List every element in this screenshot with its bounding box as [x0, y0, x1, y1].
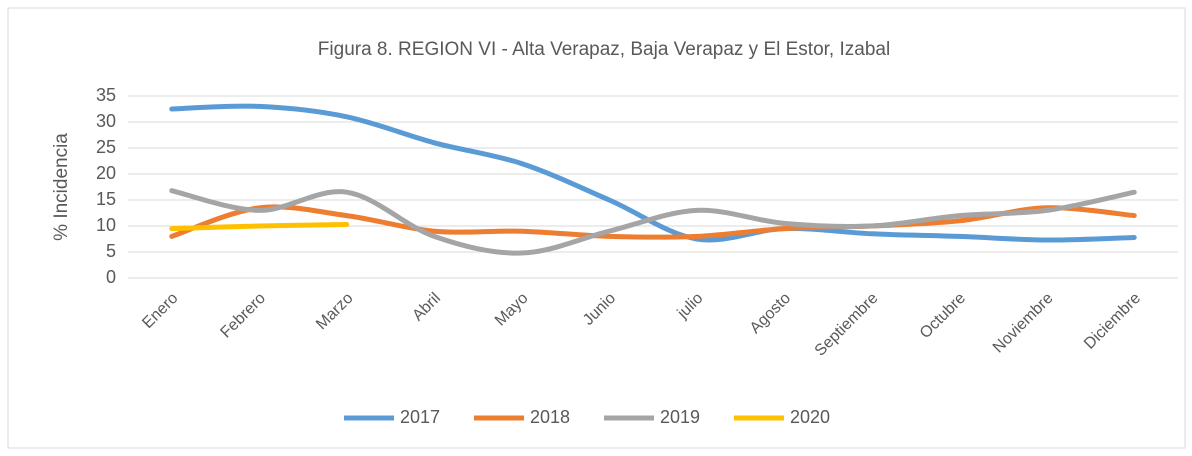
y-tick-label: 10 [96, 215, 116, 235]
y-tick-label: 30 [96, 111, 116, 131]
y-tick-label: 5 [106, 241, 116, 261]
y-tick-label: 35 [96, 85, 116, 105]
legend-label: 2018 [530, 407, 570, 427]
y-tick-label: 25 [96, 137, 116, 157]
legend-label: 2019 [660, 407, 700, 427]
y-tick-label: 15 [96, 189, 116, 209]
y-tick-label: 0 [106, 267, 116, 287]
chart-title: Figura 8. REGION VI - Alta Verapaz, Baja… [318, 39, 890, 60]
y-axis-label: % Incidencia [51, 133, 72, 241]
legend-label: 2020 [790, 407, 830, 427]
legend-label: 2017 [400, 407, 440, 427]
series-line [169, 103, 1137, 243]
series-line [169, 204, 1137, 240]
y-tick-label: 20 [96, 163, 116, 183]
series-line [169, 221, 350, 232]
series-line [169, 188, 1137, 256]
